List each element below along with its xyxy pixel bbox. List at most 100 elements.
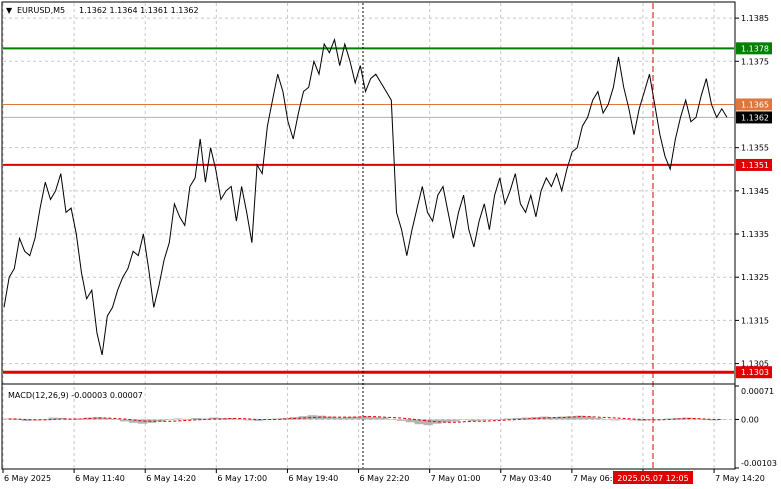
time-tick-label: 7 May 01:00 <box>431 474 481 483</box>
macd-bar <box>566 416 576 420</box>
macd-bar <box>12 419 23 420</box>
macd-bar <box>700 419 710 420</box>
macd-bar <box>155 419 165 422</box>
macd-bar <box>253 419 264 421</box>
macd-bar <box>218 418 228 420</box>
time-tick-label: 7 May 03:40 <box>502 474 552 483</box>
price-tag-box <box>736 158 772 171</box>
time-highlight-box <box>613 471 693 484</box>
macd-bar <box>593 418 603 420</box>
price-tag-label: 1.1365 <box>741 100 769 109</box>
macd-bar <box>512 418 523 420</box>
macd-bar <box>378 417 389 420</box>
macd-bar <box>664 418 674 420</box>
price-series <box>3 37 728 356</box>
price-tick-label: 1.1375 <box>741 57 769 66</box>
macd-bar <box>405 419 415 423</box>
macd-bar <box>441 419 451 423</box>
macd-bar <box>557 416 567 420</box>
time-tick-label: 6 May 2025 <box>4 474 51 483</box>
price-tag-label: 1.1378 <box>741 44 769 53</box>
signal-line <box>8 416 723 423</box>
macd-bar <box>361 416 371 420</box>
macd-bar <box>93 417 103 420</box>
time-highlight-label: 2025.05.07 12:05 <box>617 474 688 483</box>
macd-bar <box>611 419 621 421</box>
macd-bar <box>423 419 433 426</box>
macd-bar <box>129 419 139 423</box>
macd-bar <box>602 419 612 420</box>
macd-bar <box>236 419 246 420</box>
price-tag-box <box>736 98 772 111</box>
macd-bar <box>494 419 505 420</box>
collapse-arrow-icon[interactable]: ▼ <box>6 6 13 15</box>
macd-bar <box>334 417 344 420</box>
time-tick-label: 7 May 06:20 <box>573 474 623 483</box>
macd-bar <box>271 418 282 420</box>
macd-tick-label: 0.00 <box>741 415 759 424</box>
price-tick-label: 1.1305 <box>741 360 769 369</box>
macd-bar <box>468 419 478 421</box>
macd-bar <box>200 418 210 420</box>
horizontal-levels <box>3 47 734 374</box>
time-tick-label: 6 May 17:00 <box>217 474 267 483</box>
macd-bar <box>102 418 112 420</box>
macd-bar <box>450 419 460 422</box>
macd-bar <box>164 419 174 420</box>
macd-bar <box>503 418 514 420</box>
price-tick-label: 1.1335 <box>741 230 769 239</box>
macd-bar <box>655 419 665 420</box>
macd-bar <box>628 419 639 421</box>
price-tag-box <box>736 366 772 379</box>
symbol-label: EURUSD,M5 <box>17 6 65 15</box>
macd-bar <box>182 419 192 420</box>
macd-bar <box>584 416 594 420</box>
time-tick-label: 6 May 22:20 <box>360 474 410 483</box>
price-tick-label: 1.1325 <box>741 273 769 282</box>
macd-tick-label: -0.00103 <box>741 459 777 468</box>
macd-bar <box>691 418 701 420</box>
macd-bar <box>343 417 353 420</box>
macd-bar <box>637 419 647 421</box>
macd-bar <box>432 419 442 424</box>
macd-bar <box>521 417 531 420</box>
time-tick-label: 7 May 14:20 <box>715 474 765 483</box>
macd-bar <box>191 418 201 420</box>
price-tag-label: 1.1303 <box>741 368 769 377</box>
macd-bar <box>173 418 183 420</box>
price-line <box>3 37 728 356</box>
macd-bar <box>414 419 424 425</box>
macd-bar <box>146 419 157 423</box>
macd-bar <box>48 417 58 420</box>
price-tag-label: 1.1362 <box>741 113 769 122</box>
price-tag-box <box>736 42 772 55</box>
macd-bar <box>325 416 335 420</box>
macd-label: MACD(12,26,9) -0.00003 0.00007 <box>8 391 143 400</box>
macd-bar <box>66 419 76 420</box>
price-tag-box <box>736 111 772 124</box>
macd-tick-label: 0.00071 <box>741 387 774 396</box>
time-tick-label: 6 May 11:40 <box>75 474 125 483</box>
price-tick-label: 1.1385 <box>741 14 769 23</box>
macd-bar <box>477 419 487 421</box>
macd-bar <box>39 419 49 420</box>
macd-bar <box>486 419 496 420</box>
price-tick-label: 1.1315 <box>741 316 769 325</box>
macd-bar <box>396 419 406 421</box>
macd-bar <box>548 417 558 420</box>
macd-bar <box>459 419 469 420</box>
macd-bar <box>57 418 67 420</box>
macd-bar <box>227 418 237 420</box>
macd-bar <box>245 419 255 421</box>
price-axis: 1.1385 1.1375 1.1355 1.1345 1.1335 1.1325 1.13… <box>735 14 769 369</box>
macd-bar <box>370 417 380 420</box>
macd-signal <box>8 416 723 423</box>
macd-bar <box>137 419 148 424</box>
price-tags: 1.1378 1.1365 1.1362 1.1351 1.1303 <box>736 42 772 379</box>
time-tick-label: 6 May 14:20 <box>146 474 196 483</box>
price-tag-label: 1.1351 <box>741 161 769 170</box>
macd-bar <box>352 416 362 420</box>
macd-bar <box>718 419 728 420</box>
